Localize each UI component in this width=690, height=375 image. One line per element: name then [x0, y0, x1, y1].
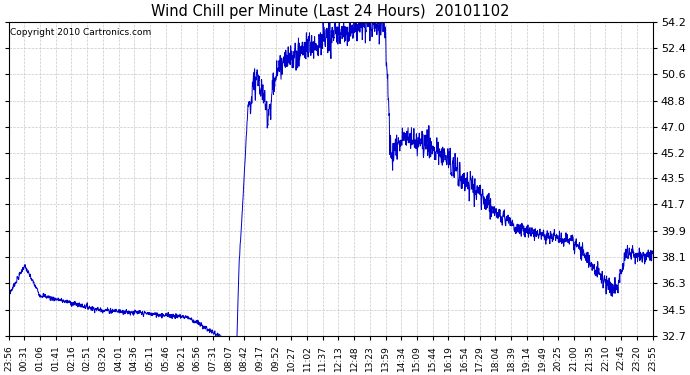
Title: Wind Chill per Minute (Last 24 Hours)  20101102: Wind Chill per Minute (Last 24 Hours) 20… [151, 4, 510, 19]
Text: Copyright 2010 Cartronics.com: Copyright 2010 Cartronics.com [10, 28, 151, 37]
